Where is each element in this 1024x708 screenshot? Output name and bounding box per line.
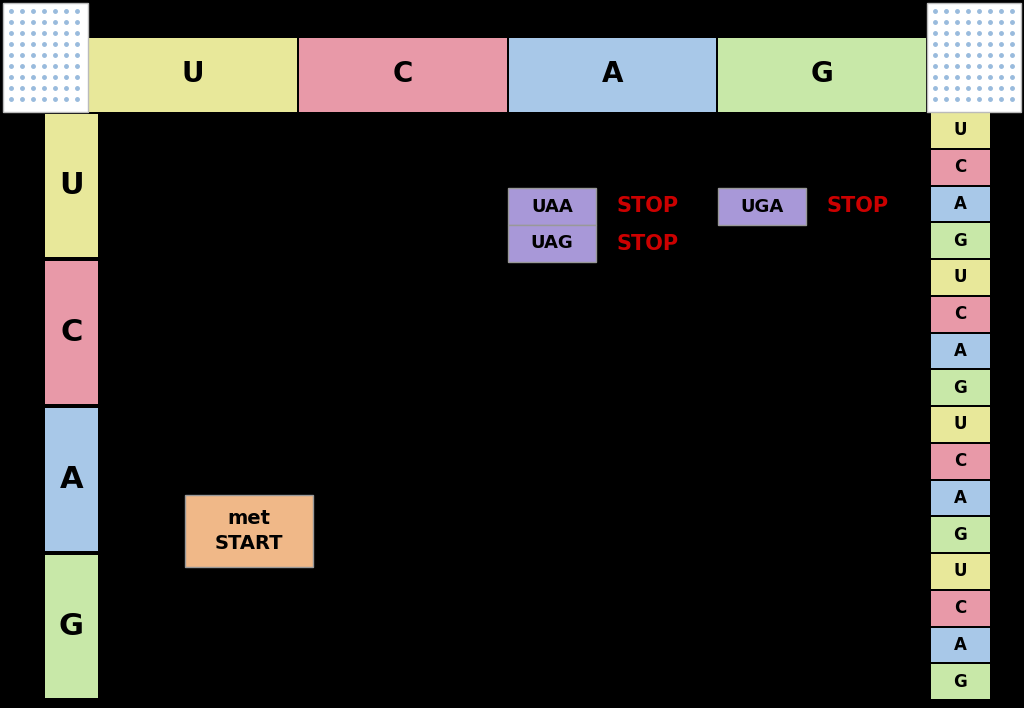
Text: A: A	[59, 465, 83, 494]
Text: A: A	[953, 195, 967, 213]
Bar	[931, 150, 990, 185]
Bar	[931, 186, 990, 221]
Text: C: C	[954, 452, 966, 470]
Text: A: A	[953, 489, 967, 507]
Bar	[931, 407, 990, 442]
Text: A: A	[953, 636, 967, 654]
Bar	[299, 38, 507, 112]
Bar	[931, 554, 990, 589]
Bar	[508, 225, 596, 262]
Text: STOP: STOP	[616, 234, 679, 253]
Text: U: U	[953, 268, 967, 286]
Bar	[931, 444, 990, 479]
Bar	[927, 3, 1021, 112]
Bar	[509, 38, 716, 112]
Text: UAG: UAG	[530, 234, 573, 253]
Text: U: U	[953, 416, 967, 433]
Bar	[45, 114, 98, 257]
Text: UAA: UAA	[531, 198, 572, 215]
Text: UGA: UGA	[740, 198, 783, 215]
Bar	[45, 261, 98, 404]
Bar	[508, 188, 596, 225]
Bar	[931, 664, 990, 699]
Text: C: C	[954, 599, 966, 617]
Bar	[931, 333, 990, 368]
Text: C: C	[392, 60, 413, 88]
Bar	[931, 113, 990, 148]
Bar	[931, 370, 990, 405]
Text: A: A	[953, 342, 967, 360]
Text: C: C	[60, 318, 83, 347]
Text: U: U	[59, 171, 84, 200]
Bar	[3, 3, 88, 112]
Bar	[45, 408, 98, 551]
Bar	[718, 38, 926, 112]
Text: A: A	[602, 60, 624, 88]
Text: C: C	[954, 158, 966, 176]
Text: G: G	[953, 379, 967, 396]
Bar	[931, 223, 990, 258]
Bar	[931, 518, 990, 552]
Text: met
START: met START	[215, 509, 284, 553]
Text: U: U	[953, 121, 967, 139]
Text: U: U	[953, 562, 967, 581]
Text: G: G	[953, 525, 967, 544]
Bar	[185, 495, 313, 567]
Bar	[45, 555, 98, 698]
Text: G: G	[953, 673, 967, 690]
Bar	[931, 590, 990, 625]
Text: G: G	[59, 612, 84, 641]
Bar	[931, 481, 990, 515]
Text: G: G	[811, 60, 834, 88]
Bar	[89, 38, 297, 112]
Bar	[718, 188, 806, 225]
Bar	[931, 260, 990, 295]
Text: STOP: STOP	[827, 197, 889, 217]
Bar	[931, 297, 990, 331]
Text: G: G	[953, 232, 967, 250]
Text: C: C	[954, 305, 966, 323]
Text: U: U	[181, 60, 204, 88]
Text: STOP: STOP	[616, 197, 679, 217]
Bar	[931, 627, 990, 662]
